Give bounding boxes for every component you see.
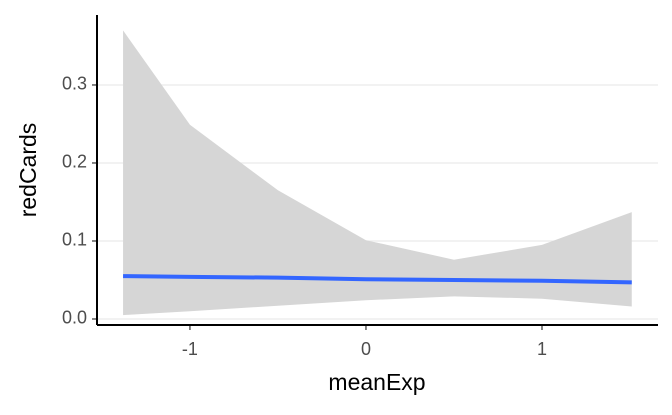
- fit-line: [123, 274, 632, 285]
- y-tick-label: 0.1: [62, 230, 87, 250]
- y-tick-label: 0.0: [62, 308, 87, 328]
- x-tick-label: 0: [361, 339, 371, 359]
- y-tick-label: 0.3: [62, 74, 87, 94]
- x-tick-label: 1: [537, 339, 547, 359]
- x-tick-label: -1: [182, 339, 198, 359]
- x-axis-title: meanExp: [328, 369, 425, 395]
- y-axis-title: redCards: [15, 123, 41, 218]
- y-tick-label: 0.2: [62, 152, 87, 172]
- confidence-band: [123, 30, 632, 316]
